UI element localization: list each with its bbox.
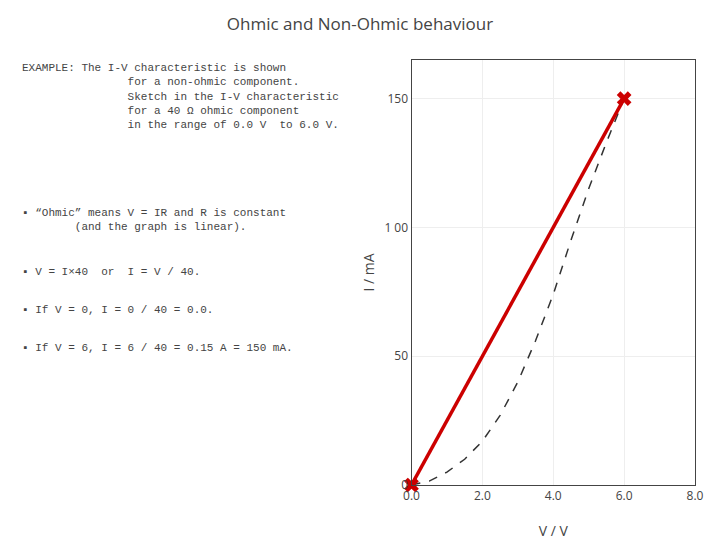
svg-text:4.0: 4.0 bbox=[545, 487, 562, 504]
svg-text:0.0: 0.0 bbox=[403, 487, 420, 504]
svg-text:150: 150 bbox=[388, 90, 409, 107]
svg-text:▪ V = I×40 or I = V / 40.: ▪ V = I×40 or I = V / 40. bbox=[22, 266, 200, 278]
svg-text:V / V: V / V bbox=[539, 521, 569, 540]
svg-text:0: 0 bbox=[401, 476, 408, 493]
svg-text:Ohmic and Non-Ohmic behaviour: Ohmic and Non-Ohmic behaviour bbox=[227, 12, 493, 35]
svg-text:1 00: 1 00 bbox=[384, 219, 408, 236]
svg-text:I / mA: I / mA bbox=[359, 253, 378, 291]
svg-text:6.0: 6.0 bbox=[616, 487, 633, 504]
svg-text:▪ If V = 0, I = 0 / 40 = 0.0.: ▪ If V = 0, I = 0 / 40 = 0.0. bbox=[22, 304, 213, 316]
svg-text:▪ “Ohmic” means V = IR and R i: ▪ “Ohmic” means V = IR and R is constant… bbox=[22, 207, 286, 233]
svg-text:▪ If V = 6, I = 6 / 40 = 0.15: ▪ If V = 6, I = 6 / 40 = 0.15 A = 150 mA… bbox=[22, 342, 293, 354]
svg-text:50: 50 bbox=[394, 347, 408, 364]
svg-text:EXAMPLE: The I-V characteristi: EXAMPLE: The I-V characteristic is shown… bbox=[22, 62, 339, 131]
svg-text:2.0: 2.0 bbox=[474, 487, 491, 504]
svg-text:8.0: 8.0 bbox=[687, 487, 704, 504]
